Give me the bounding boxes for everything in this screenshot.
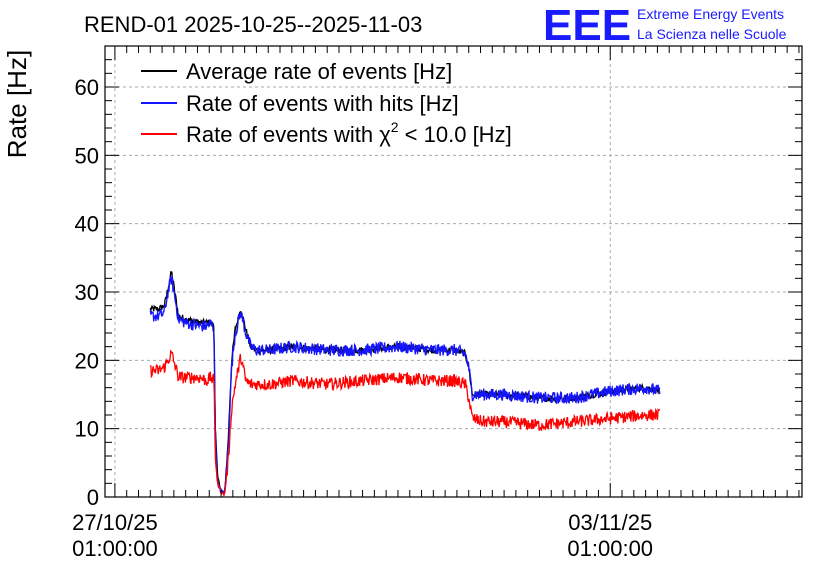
y-tick-label-0: 0 — [87, 485, 99, 510]
series-line-2 — [149, 349, 661, 498]
axes — [104, 45, 803, 498]
legend-chi-suffix: < 10.0 [Hz] — [399, 122, 512, 147]
x-tick-label-date-0: 27/10/25 — [72, 510, 158, 535]
x-tick-label-time-1: 01:00:00 — [567, 536, 653, 561]
y-tick-labels: 0 10 20 30 40 50 60 — [75, 75, 99, 510]
y-tick-label-40: 40 — [75, 212, 99, 237]
y-tick-label-50: 50 — [75, 143, 99, 168]
logo-line2: La Scienza nelle Scuole — [637, 26, 787, 42]
legend: Average rate of events [Hz] Rate of even… — [141, 59, 512, 147]
x-tick-label-time-0: 01:00:00 — [72, 536, 158, 561]
legend-label-average: Average rate of events [Hz] — [186, 59, 452, 84]
series-line-1 — [149, 275, 661, 494]
y-tick-label-60: 60 — [75, 75, 99, 100]
legend-label-chi2: Rate of events with χ2 < 10.0 [Hz] — [186, 119, 512, 147]
y-axis-label: Rate [Hz] — [2, 50, 32, 158]
y-tick-label-20: 20 — [75, 348, 99, 373]
logo-mark: EEE — [543, 1, 631, 50]
x-tick-label-date-1: 03/11/25 — [568, 510, 652, 535]
y-tick-label-30: 30 — [75, 280, 99, 305]
legend-label-hits: Rate of events with hits [Hz] — [186, 91, 459, 116]
logo-line1: Extreme Energy Events — [637, 6, 784, 22]
y-tick-label-10: 10 — [75, 417, 99, 442]
chart-title: REND-01 2025-10-25--2025-11-03 — [84, 12, 422, 37]
plot-frame — [104, 45, 803, 498]
legend-chi-prefix: Rate of events with χ — [186, 122, 391, 147]
grid — [105, 46, 802, 497]
eee-logo: EEE Extreme Energy Events La Scienza nel… — [543, 1, 787, 50]
series-lines — [149, 270, 661, 498]
legend-chi-sup: 2 — [391, 119, 399, 135]
